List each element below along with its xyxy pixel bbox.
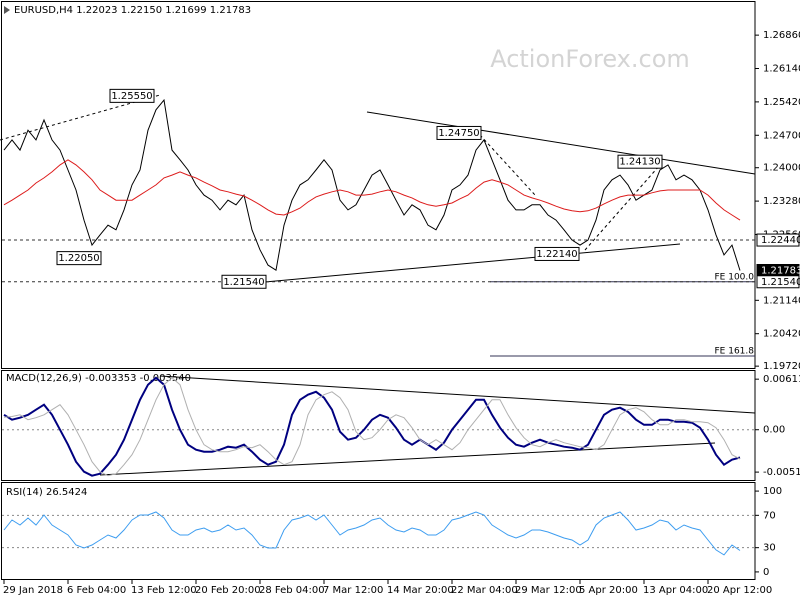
y-tick-label: 70 <box>763 510 776 521</box>
x-tick-label: 29 Mar 12:00 <box>515 585 582 596</box>
annotation-label: 1.22050 <box>58 253 99 264</box>
x-tick-label: 7 Mar 12:00 <box>323 585 383 596</box>
annotation-box <box>534 246 580 261</box>
y-tick-label: 1.24000 <box>763 163 800 174</box>
annotation-label: 1.24750 <box>438 128 479 139</box>
fib-label: FE 161.8 <box>715 346 755 356</box>
trend-lines <box>0 94 756 476</box>
y-tick-label: 0.00 <box>763 425 785 436</box>
y-tick-label: 1.26140 <box>763 64 800 75</box>
y-tick-label: 1.21140 <box>763 295 800 306</box>
title-icon <box>4 6 10 14</box>
chart-title: EURUSD,H4 1.22023 1.22150 1.21699 1.2178… <box>14 5 251 16</box>
y-tick-label: 100 <box>763 486 782 497</box>
price-label: 1.21783 <box>761 266 800 277</box>
trend-line <box>159 375 756 414</box>
y-tick-label: 1.25420 <box>763 97 800 108</box>
x-tick-label: 20 Feb 20:00 <box>195 585 261 596</box>
rsi-title: RSI(14) 26.5424 <box>6 487 87 498</box>
y-tick-label: 1.23280 <box>763 196 800 207</box>
x-tick-label: 29 Jan 2018 <box>3 585 63 596</box>
y-tick-label: 0 <box>763 567 769 578</box>
y-tick-label: 1.20420 <box>763 329 800 340</box>
macd-title: MACD(12,26,9) -0.003353 -0.003540 <box>6 373 191 384</box>
x-tick-label: 20 Apr 12:00 <box>707 585 772 596</box>
series-line <box>3 377 741 477</box>
price-label: 1.21540 <box>761 277 800 288</box>
price-label-box <box>756 233 800 247</box>
trend-line <box>479 134 536 196</box>
trend-line <box>99 442 716 476</box>
annotation-box <box>109 88 155 103</box>
price-panel <box>1 1 756 369</box>
series-line <box>3 376 741 477</box>
x-tick-label: 22 Mar 04:00 <box>451 585 518 596</box>
price-label: 1.22440 <box>761 235 800 246</box>
x-tick-label: 5 Apr 20:00 <box>579 585 638 596</box>
trend-line <box>264 243 681 283</box>
fib-label: FE 100.0 <box>715 272 755 282</box>
y-tick-label: 1.19720 <box>763 361 800 372</box>
x-tick-label: 13 Feb 12:00 <box>131 585 197 596</box>
trend-line <box>366 111 756 175</box>
annotation-box <box>56 251 102 266</box>
x-tick-label: 6 Feb 04:00 <box>67 585 126 596</box>
price-label-box <box>756 275 800 289</box>
y-tick-label: 1.24700 <box>763 130 800 141</box>
x-tick-label: 14 Mar 20:00 <box>387 585 454 596</box>
series-line <box>3 98 741 272</box>
y-tick-label: 30 <box>763 543 776 554</box>
annotation-label: 1.22140 <box>536 249 577 260</box>
x-tick-label: 13 Apr 04:00 <box>643 585 708 596</box>
annotation-label: 1.21540 <box>223 277 264 288</box>
watermark: ActionForex.com <box>490 45 690 73</box>
annotation-box <box>436 125 482 140</box>
macd-panel <box>1 370 756 481</box>
rsi-panel <box>1 482 756 580</box>
annotation-box <box>221 274 267 289</box>
annotation-box <box>617 154 663 169</box>
trend-line <box>584 164 661 251</box>
annotation-label: 1.25550 <box>111 91 152 102</box>
y-tick-label: -0.005124 <box>763 467 800 478</box>
series-line <box>3 511 741 556</box>
annotation-label: 1.24130 <box>619 157 660 168</box>
x-tick-label: 28 Feb 04:00 <box>259 585 325 596</box>
y-tick-label: 1.26860 <box>763 30 800 41</box>
y-tick-label: 0.006113 <box>763 374 800 385</box>
series-line <box>3 159 741 221</box>
